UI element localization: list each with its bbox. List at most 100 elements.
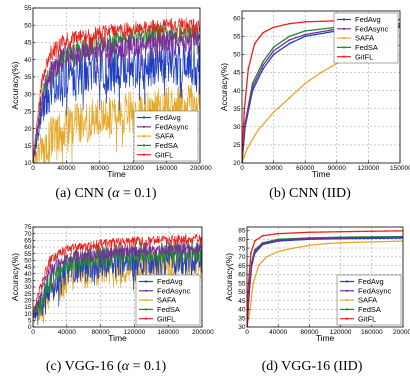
legend-label-fedavg: FedAvg [155, 113, 181, 122]
data-point-gitfl [253, 42, 256, 45]
y-tick-label: 35 [238, 315, 246, 322]
x-tick-label: 40000 [58, 329, 76, 336]
data-point-fedsa [304, 30, 307, 32]
y-tick-label: 45 [24, 40, 32, 47]
data-point-safa [320, 71, 322, 74]
data-point-gitfl [304, 20, 307, 23]
data-point-gitfl [250, 252, 252, 255]
caption-suffix: = 0.1) [120, 186, 157, 201]
y-tick-label: 10 [24, 311, 32, 318]
x-tick-label: 120000 [122, 165, 144, 172]
data-point-gitfl [262, 31, 264, 34]
legend-label-fedavg: FedAvg [358, 277, 384, 286]
y-tick-label: 50 [24, 22, 32, 29]
data-point-safa [272, 111, 275, 114]
legend-box [133, 110, 199, 162]
x-tick-label: 150000 [390, 165, 410, 172]
chart-caption: (b) CNN (IID) [269, 186, 351, 201]
x-tick-label: 0 [245, 329, 249, 336]
x-tick-label: 0 [31, 165, 35, 172]
x-tick-label: 80000 [300, 329, 318, 336]
data-point-fedasync [250, 262, 253, 265]
series-line-fedasync [247, 236, 403, 327]
data-point-fedsa [272, 46, 275, 49]
legend-marker-gitfl [345, 317, 349, 320]
data-point-safa [256, 129, 259, 132]
y-tick-label: 65 [24, 238, 32, 245]
y-tick-label: 25 [24, 291, 32, 298]
y-tick-label: 45 [238, 298, 246, 305]
data-point-gitfl [370, 230, 373, 233]
y-tick-label: 35 [24, 278, 32, 285]
caption-suffix: = 0.1) [129, 359, 166, 374]
y-tick-label: 40 [233, 88, 241, 95]
x-tick-label: 200000 [393, 329, 410, 336]
caption-prefix: (c) VGG-16 ( [46, 359, 122, 374]
data-point-fedasync [288, 39, 291, 41]
legend-marker-fedavg [144, 280, 148, 283]
y-tick-label: 35 [24, 74, 32, 81]
x-axis-label: Time [107, 169, 126, 179]
data-point-fedsa [262, 60, 264, 63]
y-tick-label: 30 [24, 284, 32, 291]
y-tick-label: 20 [233, 160, 241, 167]
data-point-gitfl [272, 26, 275, 29]
data-point-safa [308, 244, 311, 247]
data-point-fedasync [339, 236, 342, 239]
y-tick-label: 50 [233, 52, 241, 59]
data-point-fedsa [288, 35, 291, 38]
y-axis-label: Accuracy(%) [219, 63, 229, 111]
legend-label-fedasync: FedAsync [358, 286, 392, 295]
y-tick-label: 55 [24, 5, 32, 12]
data-point-fedasync [272, 49, 275, 52]
legend-label-fedavg: FedAvg [355, 15, 381, 24]
legend-label-fedavg: FedAvg [157, 277, 183, 286]
data-point-gitfl [243, 111, 246, 114]
y-tick-label: 85 [238, 228, 246, 235]
data-point-fedasync [262, 64, 264, 67]
legend-label-gitfl: GitFL [157, 314, 175, 323]
y-tick-label: 40 [24, 57, 32, 64]
x-axis-label: Time [108, 333, 127, 343]
y-tick-label: 55 [238, 280, 246, 287]
legend-label-safa: SAFA [157, 296, 176, 305]
x-tick-label: 80000 [92, 329, 110, 336]
data-point-safa [292, 247, 295, 249]
y-tick-label: 70 [238, 254, 246, 261]
legend-label-fedsa: FedSA [355, 43, 378, 52]
legend-marker-safa [345, 299, 349, 302]
data-point-safa [288, 96, 291, 99]
x-tick-label: 120000 [330, 329, 352, 336]
data-point-gitfl [308, 231, 311, 234]
plot-frame [241, 10, 401, 164]
y-tick-label: 20 [24, 298, 32, 305]
plot-frame [246, 226, 404, 328]
y-tick-label: 70 [24, 231, 32, 238]
data-point-fedavg [288, 42, 291, 45]
x-tick-label: 60000 [296, 165, 314, 172]
legend-marker-fedsa [342, 46, 346, 49]
x-tick-label: 160000 [361, 329, 383, 336]
caption-alpha: α [112, 186, 120, 201]
legend-marker-gitfl [342, 55, 346, 58]
legend-marker-fedavg [142, 116, 146, 119]
y-tick-label: 45 [24, 264, 32, 271]
data-point-fedavg [272, 53, 275, 56]
data-point-fedasync [370, 236, 373, 239]
legend-marker-fedsa [144, 308, 148, 311]
plot-frame [32, 226, 203, 328]
data-point-fedavg [304, 35, 307, 38]
legend-marker-fedasync [142, 125, 146, 128]
data-point-fedsa [251, 82, 254, 85]
x-tick-label: 160000 [156, 165, 178, 172]
series-group [247, 229, 403, 327]
legend-marker-safa [342, 37, 346, 40]
x-tick-label: 120000 [124, 329, 146, 336]
data-point-gitfl [261, 234, 264, 237]
y-axis-label: Accuracy(%) [10, 61, 20, 109]
legend-marker-fedasync [144, 289, 148, 292]
y-axis-label: Accuracy(%) [10, 253, 20, 301]
